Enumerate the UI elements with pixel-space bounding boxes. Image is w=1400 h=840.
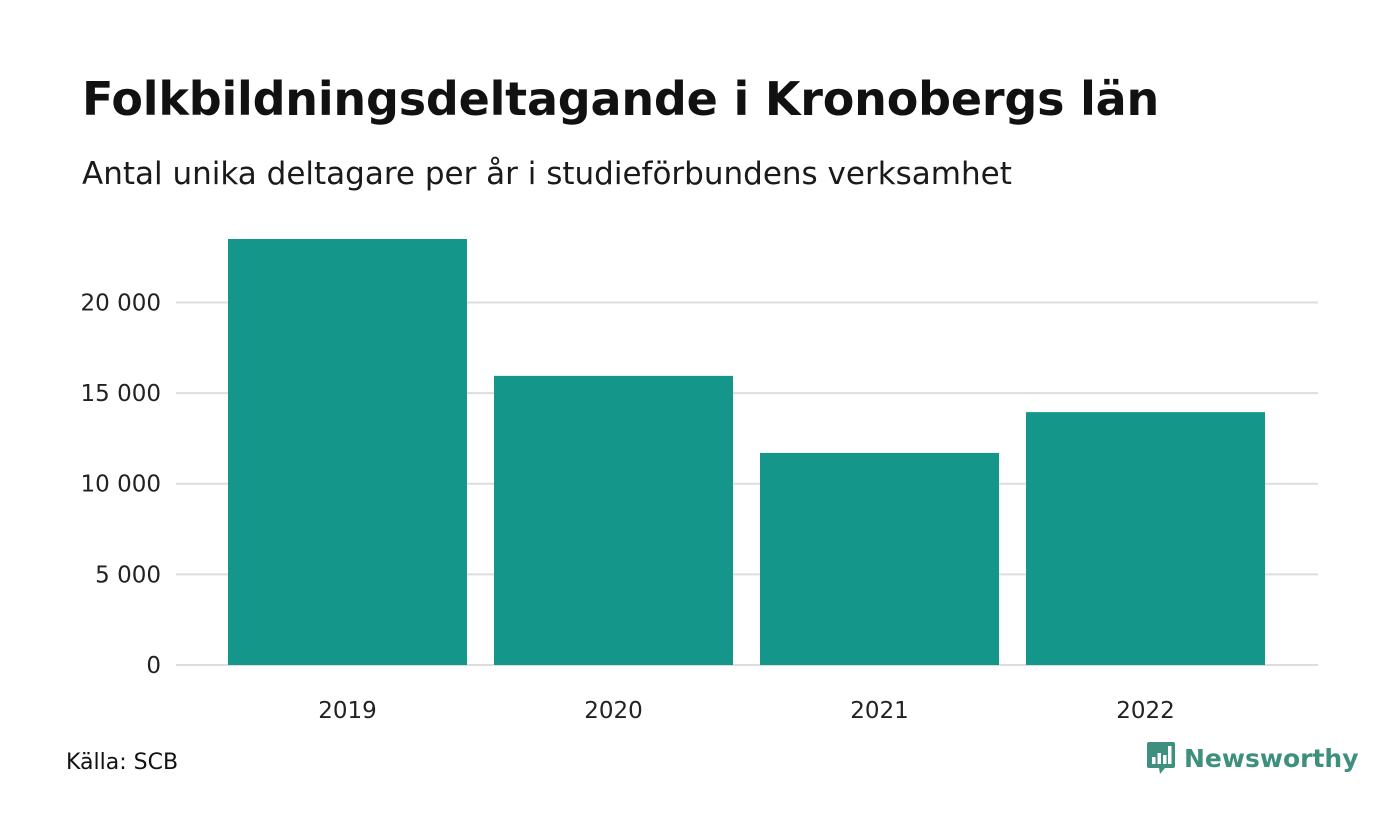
x-tick-label: 2022 (1116, 698, 1175, 724)
y-tick-label: 0 (146, 653, 161, 679)
bar-2020 (494, 375, 733, 665)
y-tick-label: 5 000 (95, 562, 161, 588)
x-axis-ticks: 2019 2020 2021 2022 (318, 698, 1175, 724)
x-tick-label: 2020 (584, 698, 643, 724)
brand-logo: Newsworthy (1146, 740, 1359, 776)
y-tick-label: 20 000 (81, 290, 161, 316)
bar-2019 (228, 239, 467, 665)
x-tick-label: 2019 (318, 698, 377, 724)
source-note: Källa: SCB (66, 750, 179, 775)
y-axis-ticks: 0 5 000 10 000 15 000 20 000 (81, 290, 161, 679)
chart-title: Folkbildningsdeltagande i Kronobergs län (82, 72, 1160, 126)
y-tick-label: 15 000 (81, 381, 161, 407)
bars (228, 239, 1265, 665)
x-tick-label: 2021 (850, 698, 909, 724)
brand-name: Newsworthy (1184, 743, 1359, 773)
bar-2022 (1026, 412, 1265, 665)
bar-2021 (760, 452, 999, 665)
newsworthy-logo-icon (1147, 742, 1175, 774)
y-tick-label: 10 000 (81, 472, 161, 498)
chart-subtitle: Antal unika deltagare per år i studieför… (82, 156, 1012, 192)
